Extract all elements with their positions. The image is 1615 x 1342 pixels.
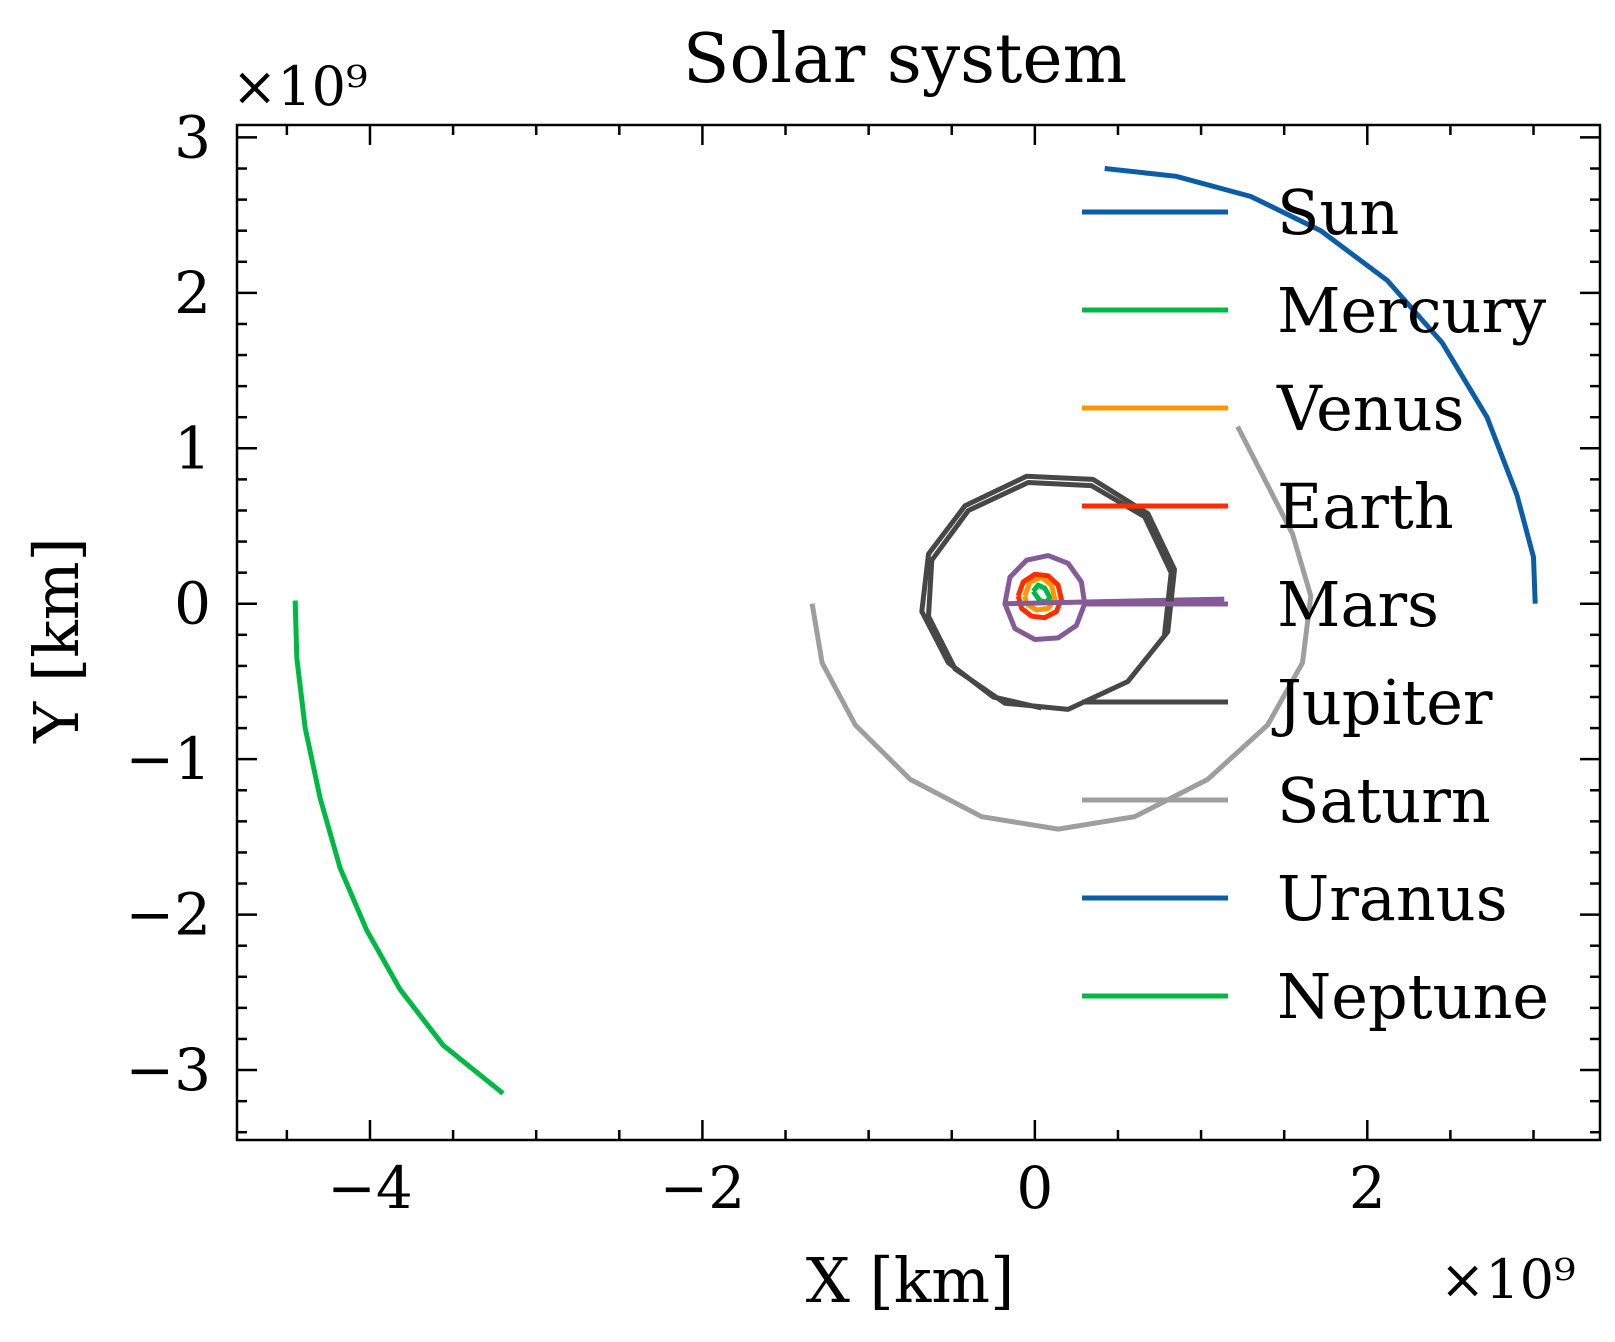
x-offset-text: ×10⁹ [1440,1248,1576,1311]
series-line-neptune [292,600,505,1096]
legend-label-venus: Venus [1276,372,1464,445]
y-tick-label: −1 [126,725,212,793]
x-axis-label: X [km] [806,1244,1015,1317]
y-tick-label: −2 [126,881,212,949]
legend-label-neptune: Neptune [1277,960,1549,1033]
legend-entry-venus: Venus [1082,372,1464,445]
legend-entry-jupiter: Jupiter [1082,666,1493,739]
legend-label-earth: Earth [1277,470,1454,543]
plot-frame [235,123,1602,1142]
series-line-earth [1015,571,1064,621]
legend-entry-neptune: Neptune [1082,960,1549,1033]
x-tick-label: −4 [327,1154,413,1222]
legend-entry-mars: Mars [1082,568,1439,641]
x-tick-label: −2 [660,1154,746,1222]
legend-entry-mercury: Mercury [1082,274,1546,347]
y-tick-label: −3 [126,1036,212,1104]
legend-label-jupiter: Jupiter [1271,666,1493,739]
series-line-venus [1022,574,1058,613]
legend-entry-uranus: Uranus [1082,862,1508,935]
legend-label-mars: Mars [1277,568,1439,641]
series-line-jupiter [919,473,1177,712]
axes-frame [235,123,1602,1142]
legend-label-sun: Sun [1277,176,1399,249]
x-tick-label: 2 [1349,1154,1386,1222]
legend-label-mercury: Mercury [1277,274,1546,347]
series-line-sun [1104,166,1538,604]
y-tick-label: 2 [174,259,211,327]
legend-entry-earth: Earth [1082,470,1454,543]
chart-title: Solar system [683,20,1127,99]
legend-label-saturn: Saturn [1277,764,1491,837]
x-tick-label: 0 [1016,1154,1053,1222]
series-line-saturn [809,425,1314,832]
y-tick-label: 1 [174,414,211,482]
y-axis-label: Y [km] [20,537,93,743]
ticks: −4 −2 0 2 3 2 1 0 −1 −2 −3 [126,103,1600,1222]
y-tick-label: 3 [174,103,211,171]
legend-entry-saturn: Saturn [1082,764,1491,837]
legend: Sun Mercury Venus Earth Mars Jupiter Saturn Ura… [1082,176,1549,1033]
legend-label-uranus: Uranus [1277,862,1508,935]
series-line-mercury [1031,582,1053,605]
y-tick-label: 0 [174,570,211,638]
legend-entry-sun: Sun [1082,176,1399,249]
y-offset-text: ×10⁹ [232,55,368,118]
